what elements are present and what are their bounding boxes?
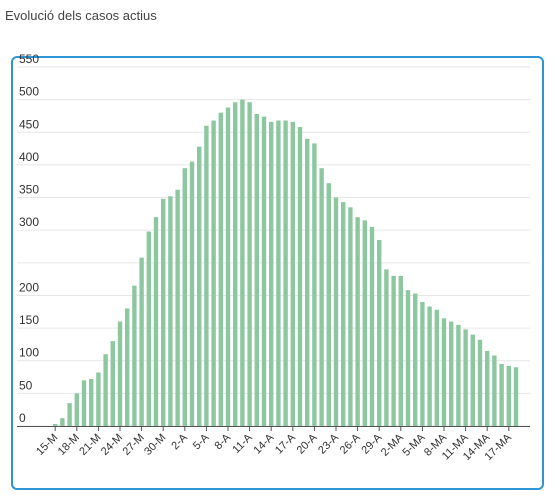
bar <box>117 321 123 426</box>
bar <box>297 127 303 427</box>
bar <box>204 125 209 426</box>
bar <box>125 308 130 426</box>
bar <box>499 363 504 426</box>
bar <box>175 189 180 426</box>
bar <box>290 121 295 426</box>
bar <box>81 380 87 426</box>
bar <box>420 301 425 426</box>
x-tick-label: 30-M <box>142 432 168 458</box>
bar <box>283 120 288 427</box>
bar <box>218 112 223 426</box>
y-tick-label: 0 <box>19 411 26 425</box>
bar <box>470 334 475 426</box>
bar <box>362 220 367 426</box>
bar <box>182 168 187 426</box>
bar <box>341 202 346 426</box>
y-tick-label: 50 <box>19 378 33 392</box>
bar <box>197 146 202 426</box>
bar <box>333 197 339 426</box>
x-tick-label: 26-A <box>338 431 363 456</box>
x-tick-label: 17-A <box>273 431 298 456</box>
bar <box>247 102 252 426</box>
bar <box>348 207 353 426</box>
bar <box>211 120 216 427</box>
bar <box>269 121 274 426</box>
bar <box>233 102 238 426</box>
bar <box>132 285 137 426</box>
x-tick-label: 2-A <box>169 431 190 452</box>
bar <box>492 355 497 426</box>
bar <box>110 341 115 426</box>
bar <box>89 379 94 426</box>
bar <box>391 275 396 426</box>
bar <box>146 231 151 426</box>
bar <box>477 339 483 426</box>
bar <box>369 226 375 426</box>
bar <box>53 424 58 426</box>
y-tick-label: 350 <box>19 183 39 197</box>
bar <box>513 367 519 426</box>
x-tick-label: 8-A <box>213 431 234 452</box>
bar <box>384 269 389 426</box>
bar <box>413 293 418 426</box>
bar <box>74 393 79 426</box>
bar <box>60 418 65 426</box>
bar <box>405 290 411 426</box>
bar <box>326 183 331 426</box>
bar <box>161 198 166 426</box>
bar <box>312 143 317 427</box>
bar <box>427 306 432 426</box>
bar <box>276 120 281 427</box>
bar <box>168 196 173 426</box>
x-tick-label: 18-M <box>56 432 82 458</box>
x-tick-label: 5-MA <box>400 431 428 459</box>
bar <box>319 168 324 426</box>
bar <box>463 329 468 426</box>
bar <box>398 275 403 426</box>
x-tick-label: 23-A <box>316 431 341 456</box>
y-tick-label: 150 <box>19 313 39 327</box>
bar <box>240 99 245 427</box>
bar <box>103 354 108 426</box>
x-tick-label: 24-M <box>99 432 125 458</box>
y-tick-label: 100 <box>19 346 39 360</box>
bar <box>189 161 195 427</box>
bar <box>441 318 447 426</box>
bar <box>506 365 511 426</box>
bar <box>377 239 382 426</box>
bar <box>485 350 490 426</box>
bar <box>153 217 159 426</box>
y-tick-label: 500 <box>19 85 39 99</box>
bar <box>456 324 461 426</box>
bar <box>139 257 144 426</box>
x-tick-label: 20-A <box>295 431 320 456</box>
bar <box>254 113 259 426</box>
bar <box>67 403 72 426</box>
bar <box>449 321 454 426</box>
bar <box>305 138 310 427</box>
y-tick-label: 400 <box>19 150 39 164</box>
y-tick-label: 200 <box>19 280 39 294</box>
x-tick-label: 21-M <box>77 432 103 458</box>
bar <box>434 309 439 426</box>
bar <box>355 217 360 426</box>
y-tick-label: 550 <box>19 52 39 66</box>
chart-title: Evolució dels casos actius <box>5 8 157 23</box>
x-tick-label: 14-A <box>251 431 276 456</box>
bar <box>96 372 101 426</box>
x-tick-label: 11-A <box>230 431 255 456</box>
bar <box>261 116 267 426</box>
y-tick-label: 450 <box>19 117 39 131</box>
x-tick-label: 5-A <box>191 431 212 452</box>
x-tick-label: 27-M <box>121 432 147 458</box>
y-tick-label: 300 <box>19 215 39 229</box>
x-tick-label: 2-MA <box>379 431 407 459</box>
bar <box>225 107 231 427</box>
x-tick-label: 15-M <box>34 432 60 458</box>
